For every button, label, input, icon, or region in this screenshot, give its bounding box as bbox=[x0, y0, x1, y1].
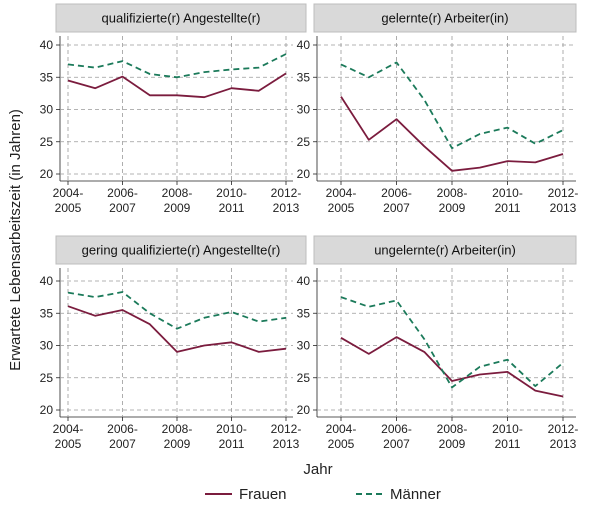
panel-title: ungelernte(r) Arbeiter(in) bbox=[374, 242, 516, 257]
x-tick-label: 2005 bbox=[328, 201, 355, 215]
panel-strip bbox=[313, 235, 577, 265]
x-tick-label: 2013 bbox=[550, 201, 577, 215]
series-line-frauen bbox=[340, 96, 564, 172]
series-line-maenner bbox=[340, 296, 564, 389]
x-tick-label: 2010- bbox=[216, 186, 247, 200]
panel-title: gering qualifizierte(r) Angestellte(r) bbox=[82, 242, 281, 257]
y-tick-label: 30 bbox=[40, 339, 54, 353]
x-tick-label: 2010- bbox=[492, 186, 523, 200]
panel-title: qualifizierte(r) Angestellte(r) bbox=[102, 10, 261, 25]
legend-label: Frauen bbox=[239, 486, 287, 503]
x-tick-label: 2006- bbox=[107, 422, 138, 436]
y-tick-label: 25 bbox=[297, 371, 311, 385]
x-tick-label: 2009 bbox=[164, 201, 191, 215]
panel-1: qualifizierte(r) Angestellte(r) 20 25 30 35 4… bbox=[40, 3, 307, 215]
x-tick-label: 2008- bbox=[437, 422, 468, 436]
x-tick-label: 2004- bbox=[326, 422, 357, 436]
x-axis-title: Jahr bbox=[303, 461, 332, 478]
x-tick-label: 2007 bbox=[383, 437, 410, 451]
x-tick-label: 2012- bbox=[548, 186, 579, 200]
x-tick-label: 2012- bbox=[548, 422, 579, 436]
panels: qualifizierte(r) Angestellte(r) 20 25 30 35 4… bbox=[40, 3, 579, 451]
y-tick-label: 20 bbox=[297, 403, 311, 417]
panel-strip bbox=[313, 3, 577, 33]
x-tick-label: 2005 bbox=[328, 437, 355, 451]
x-tick-label: 2009 bbox=[439, 201, 466, 215]
x-tick-label: 2007 bbox=[109, 437, 136, 451]
y-axis-title: Erwartete Lebensarbeitszeit (in Jahren) bbox=[7, 109, 24, 371]
x-tick-label: 2005 bbox=[55, 201, 82, 215]
x-tick-label: 2007 bbox=[109, 201, 136, 215]
y-tick-label: 40 bbox=[297, 38, 311, 52]
y-tick-label: 30 bbox=[40, 103, 54, 117]
y-tick-label: 25 bbox=[40, 371, 54, 385]
panel-2: gelernte(r) Arbeiter(in)20253035402004-2… bbox=[297, 3, 579, 215]
y-tick-label: 20 bbox=[297, 167, 311, 181]
series-line-maenner bbox=[67, 291, 287, 330]
series-line-frauen bbox=[67, 72, 287, 99]
x-tick-label: 2007 bbox=[383, 201, 410, 215]
x-tick-label: 2013 bbox=[273, 201, 300, 215]
panel-strip bbox=[55, 3, 307, 33]
x-tick-label: 2005 bbox=[55, 437, 82, 451]
x-tick-label: 2006- bbox=[381, 186, 412, 200]
y-tick-label: 30 bbox=[297, 103, 311, 117]
legend: Frauen Männer bbox=[205, 486, 441, 503]
x-tick-label: 2011 bbox=[219, 201, 245, 215]
panel-title: gelernte(r) Arbeiter(in) bbox=[381, 10, 508, 25]
x-tick-label: 2004- bbox=[326, 186, 357, 200]
series-line-maenner bbox=[67, 53, 287, 79]
x-tick-label: 2006- bbox=[107, 186, 138, 200]
panel-strip bbox=[55, 235, 307, 265]
x-tick-label: 2010- bbox=[492, 422, 523, 436]
x-tick-label: 2010- bbox=[216, 422, 247, 436]
series-line-frauen bbox=[67, 305, 287, 353]
y-tick-label: 20 bbox=[40, 167, 54, 181]
y-tick-label: 25 bbox=[297, 135, 311, 149]
y-tick-label: 25 bbox=[40, 135, 54, 149]
x-tick-label: 2012- bbox=[271, 422, 302, 436]
y-tick-label: 35 bbox=[40, 70, 54, 84]
x-tick-label: 2008- bbox=[162, 186, 193, 200]
x-tick-label: 2011 bbox=[495, 201, 521, 215]
y-tick-label: 35 bbox=[297, 306, 311, 320]
x-tick-label: 2012- bbox=[271, 186, 302, 200]
x-tick-label: 2011 bbox=[495, 437, 521, 451]
y-tick-label: 40 bbox=[297, 274, 311, 288]
y-tick-label: 30 bbox=[297, 339, 311, 353]
x-tick-label: 2008- bbox=[162, 422, 193, 436]
x-tick-label: 2009 bbox=[439, 437, 466, 451]
x-tick-label: 2013 bbox=[273, 437, 300, 451]
y-tick-label: 35 bbox=[297, 70, 311, 84]
panel-4: ungelernte(r) Arbeiter(in) 20 25 30 35 40 2004… bbox=[297, 235, 579, 451]
x-tick-label: 2009 bbox=[164, 437, 191, 451]
x-tick-label: 2006- bbox=[381, 422, 412, 436]
y-tick-label: 40 bbox=[40, 274, 54, 288]
x-tick-label: 2013 bbox=[550, 437, 577, 451]
legend-label: Männer bbox=[390, 486, 441, 503]
y-tick-label: 35 bbox=[40, 306, 54, 320]
y-tick-label: 20 bbox=[40, 403, 54, 417]
series-line-maenner bbox=[340, 61, 564, 150]
series-line-frauen bbox=[340, 336, 564, 398]
x-tick-label: 2004- bbox=[53, 186, 84, 200]
panel-3: gering qualifizierte(r) Angestellte(r) 20… bbox=[40, 235, 307, 451]
x-tick-label: 2011 bbox=[219, 437, 245, 451]
x-tick-label: 2004- bbox=[53, 422, 84, 436]
y-tick-label: 40 bbox=[40, 38, 54, 52]
x-tick-label: 2008- bbox=[437, 186, 468, 200]
